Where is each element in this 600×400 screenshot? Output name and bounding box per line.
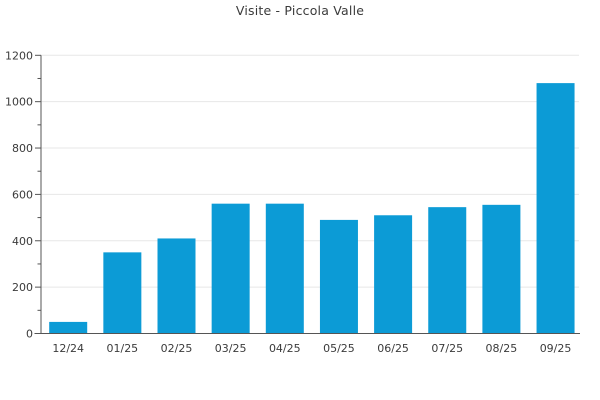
y-tick-label: 600 [12, 188, 33, 201]
bar-04/25 [265, 203, 304, 334]
x-tick-label: 12/24 [52, 342, 84, 355]
chart-title: Visite - Piccola Valle [235, 3, 365, 18]
x-tick-label: 07/25 [431, 342, 463, 355]
x-tick-label: 01/25 [106, 342, 138, 355]
bar-03/25 [211, 203, 250, 334]
bar-02/25 [157, 238, 196, 334]
y-tick-label: 0 [26, 328, 33, 341]
x-tick-label: 02/25 [161, 342, 193, 355]
x-tick-label: 04/25 [269, 342, 301, 355]
y-tick-label: 1000 [5, 96, 33, 109]
bar-08/25 [482, 204, 521, 334]
bar-05/25 [319, 219, 358, 334]
bar-12/24 [49, 321, 88, 334]
x-tick-label: 06/25 [377, 342, 409, 355]
y-tick-label: 200 [12, 281, 33, 294]
bar-09/25 [536, 83, 575, 334]
x-tick-label: 03/25 [215, 342, 247, 355]
bar-06/25 [374, 215, 413, 334]
x-tick-label: 08/25 [486, 342, 518, 355]
x-tick-label: 05/25 [323, 342, 355, 355]
y-tick-label: 1200 [5, 49, 33, 62]
x-tick-label: 09/25 [540, 342, 572, 355]
bar-01/25 [103, 252, 142, 334]
bar-07/25 [428, 207, 467, 334]
y-tick-label: 400 [12, 235, 33, 248]
y-tick-label: 800 [12, 142, 33, 155]
